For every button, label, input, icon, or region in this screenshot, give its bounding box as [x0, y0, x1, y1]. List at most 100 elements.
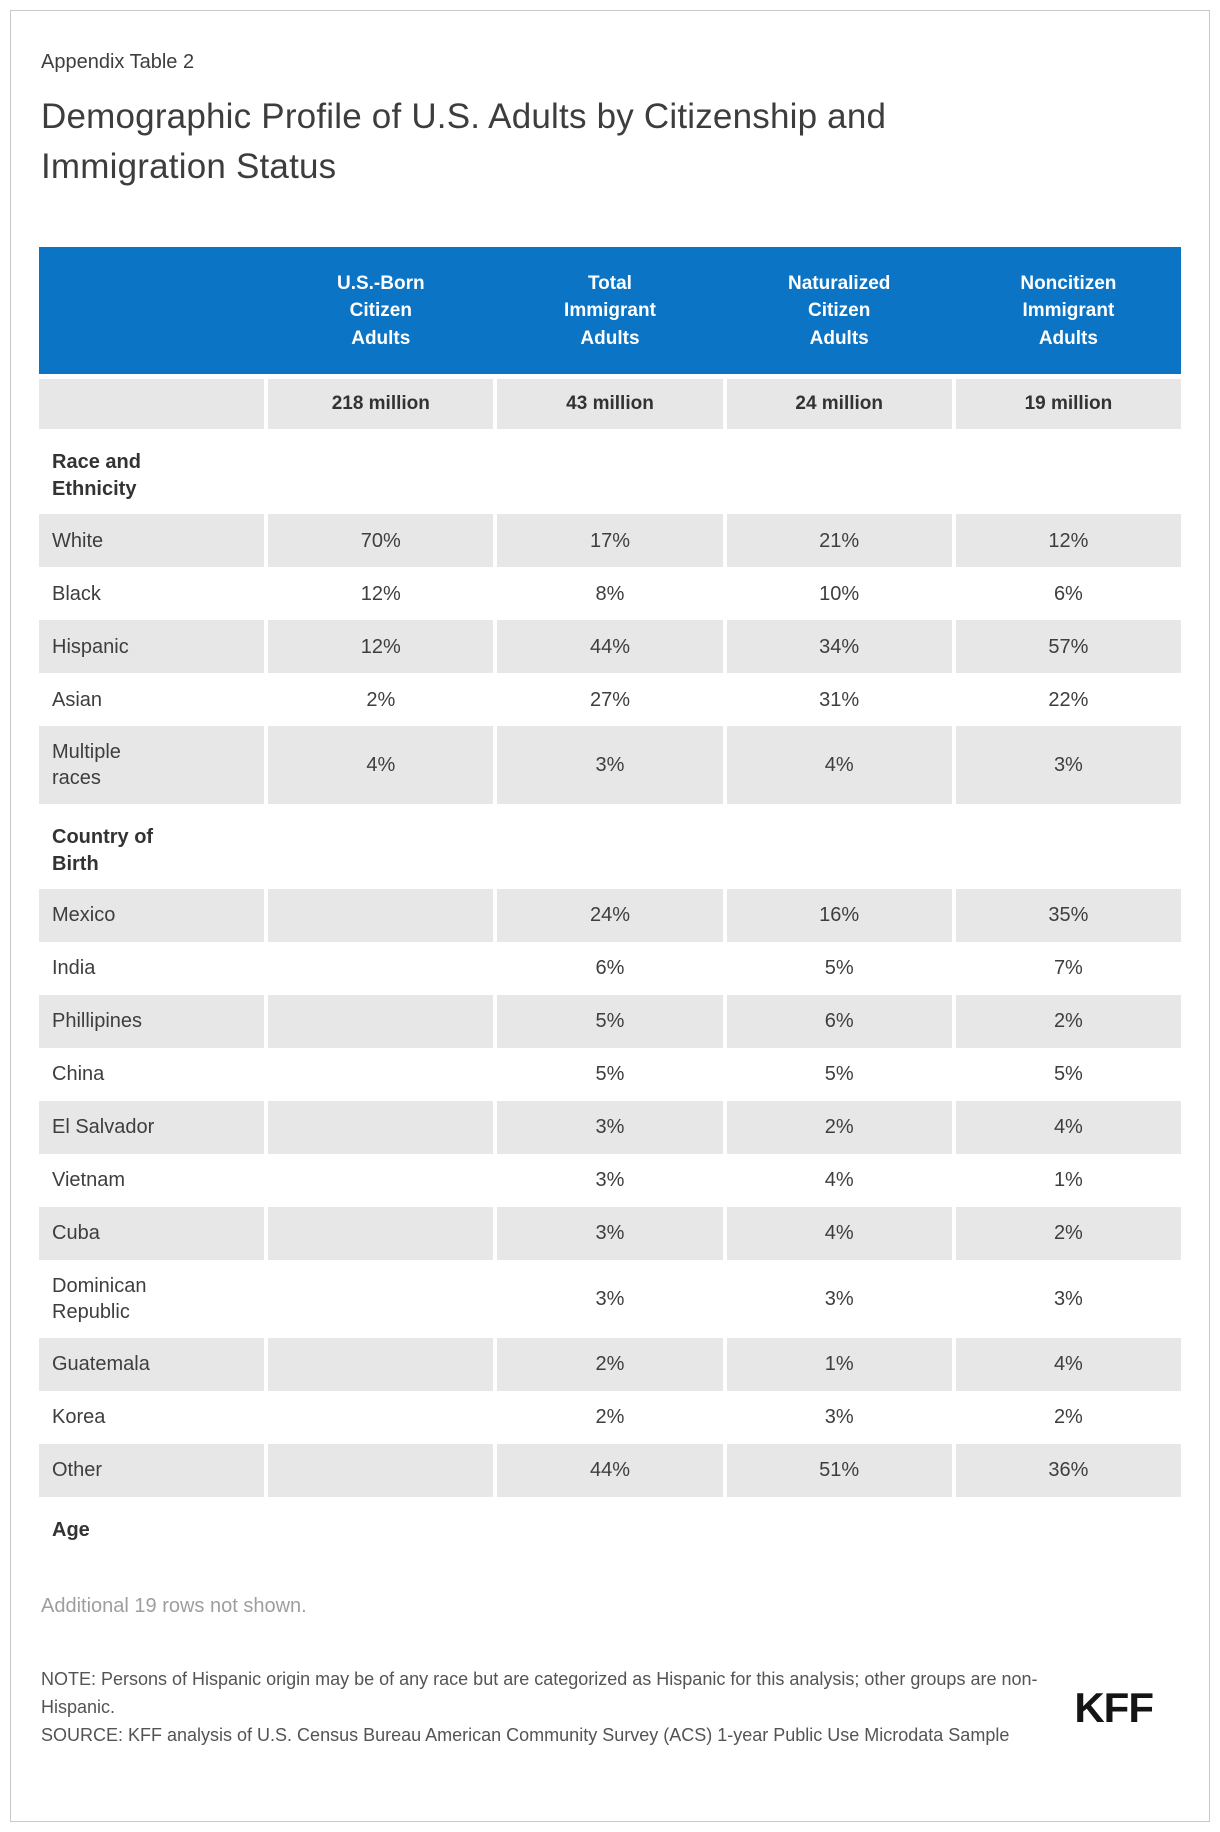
- column-header-label: Total Immigrant Adults: [564, 272, 656, 349]
- value-cell: 3%: [595, 1287, 625, 1310]
- value-cell: [268, 942, 493, 995]
- demographics-table: U.S.-Born Citizen Adults Total Immigrant…: [39, 247, 1181, 1555]
- value-cell: 2%: [1053, 1406, 1083, 1429]
- value-cell: 34%: [726, 620, 952, 674]
- table-row: Mexico 24% 16% 35%: [39, 888, 1181, 942]
- total-us-born: 218 million: [268, 379, 494, 430]
- value-cell: 21%: [726, 514, 952, 568]
- value-cell: 4%: [824, 1169, 854, 1192]
- row-label: Mexico: [39, 888, 265, 942]
- row-label: Asian: [39, 673, 264, 726]
- value-cell: 17%: [497, 514, 723, 568]
- table-row: India 6% 5% 7%: [39, 942, 1181, 995]
- column-header-us-born: U.S.-Born Citizen Adults: [268, 270, 493, 353]
- table-card: Appendix Table 2 Demographic Profile of …: [10, 10, 1210, 1822]
- value-cell: 5%: [824, 957, 854, 980]
- value-cell: 31%: [819, 688, 860, 711]
- value-cell: 6%: [726, 994, 952, 1048]
- value-cell: 70%: [268, 514, 494, 568]
- value-cell: 2%: [955, 1206, 1181, 1260]
- row-label-text: El Salvador: [52, 1116, 155, 1139]
- row-label-text: Phillipines: [52, 1010, 143, 1033]
- value-cell: 3%: [497, 1100, 723, 1154]
- value-cell: 12%: [268, 620, 494, 674]
- value-cell: [268, 1260, 493, 1338]
- column-header-label: Naturalized Citizen Adults: [787, 272, 891, 349]
- table-row: White 70% 17% 21% 12%: [39, 514, 1181, 568]
- value-cell: 4%: [955, 1337, 1181, 1391]
- total-noncitizen: 19 million: [955, 379, 1181, 430]
- table-row: El Salvador 3% 2% 4%: [39, 1100, 1181, 1154]
- row-label-text: Black: [52, 582, 101, 605]
- value-cell: 57%: [955, 620, 1181, 674]
- column-header-naturalized: Naturalized Citizen Adults: [727, 270, 952, 353]
- value-cell: 36%: [955, 1443, 1181, 1497]
- row-label: Phillipines: [39, 994, 265, 1048]
- row-label-text: Cuba: [52, 1222, 100, 1245]
- value-cell: 12%: [360, 582, 401, 605]
- value-cell: 4%: [726, 1206, 952, 1260]
- row-label-text: White: [52, 529, 104, 552]
- value-cell: 16%: [726, 888, 952, 942]
- value-cell: 2%: [595, 1406, 625, 1429]
- row-label: Guatemala: [39, 1337, 265, 1391]
- table-row: Korea 2% 3% 2%: [39, 1391, 1181, 1444]
- value-cell: [268, 1100, 494, 1154]
- table-header-row: U.S.-Born Citizen Adults Total Immigrant…: [39, 247, 1181, 375]
- value-cell: 2%: [726, 1100, 952, 1154]
- value-cell: 44%: [497, 620, 723, 674]
- section-header-row: Country of Birth: [39, 804, 1181, 889]
- value-cell: 3%: [824, 1406, 854, 1429]
- value-cell: 51%: [726, 1443, 952, 1497]
- value-cell: 5%: [595, 1063, 625, 1086]
- row-label-text: Multiple races: [52, 741, 121, 790]
- row-label-text: Other: [52, 1459, 103, 1482]
- value-cell: 2%: [497, 1337, 723, 1391]
- value-cell: 6%: [595, 957, 625, 980]
- value-cell: 4%: [726, 726, 952, 805]
- column-header-total-immigrant: Total Immigrant Adults: [497, 270, 722, 353]
- value-cell: 2%: [955, 994, 1181, 1048]
- table-totals-row: 218 million 43 million 24 million 19 mil…: [39, 379, 1181, 430]
- table-row: Asian 2% 27% 31% 22%: [39, 673, 1181, 726]
- value-cell: 5%: [497, 994, 723, 1048]
- table-row: Black 12% 8% 10% 6%: [39, 567, 1181, 620]
- page-title: Demographic Profile of U.S. Adults by Ci…: [41, 97, 887, 186]
- table-body: Race and Ethnicity White 70% 17% 21% 12% Black…: [39, 429, 1181, 1555]
- section-header: Country of Birth: [52, 826, 154, 875]
- value-cell: 5%: [824, 1063, 854, 1086]
- section-header: Age: [52, 1518, 90, 1541]
- footer: NOTE: Persons of Hispanic origin may be …: [39, 1666, 1181, 1750]
- value-cell: 1%: [726, 1337, 952, 1391]
- value-cell: 7%: [1053, 957, 1083, 980]
- row-label: Vietnam: [39, 1154, 264, 1207]
- value-cell: [268, 1337, 494, 1391]
- value-cell: 3%: [955, 726, 1181, 805]
- row-label: Korea: [39, 1391, 264, 1444]
- table-row: Hispanic 12% 44% 34% 57%: [39, 620, 1181, 674]
- table-row: Guatemala 2% 1% 4%: [39, 1337, 1181, 1391]
- section-header-row: Race and Ethnicity: [39, 429, 1181, 514]
- value-cell: 3%: [497, 726, 723, 805]
- table-row: Dominican Republic 3% 3% 3%: [39, 1260, 1181, 1338]
- row-label: Black: [39, 567, 264, 620]
- row-label-text: Vietnam: [52, 1169, 126, 1192]
- row-label-text: Guatemala: [52, 1353, 150, 1376]
- value-cell: 8%: [595, 582, 625, 605]
- row-label-text: India: [52, 957, 96, 980]
- value-cell: [268, 1048, 493, 1101]
- value-cell: 3%: [595, 1169, 625, 1192]
- row-label: Hispanic: [39, 620, 265, 674]
- value-cell: 44%: [497, 1443, 723, 1497]
- table-row: Cuba 3% 4% 2%: [39, 1206, 1181, 1260]
- column-header-noncitizen: Noncitizen Immigrant Adults: [956, 270, 1181, 353]
- value-cell: [268, 1206, 494, 1260]
- value-cell: [268, 1443, 494, 1497]
- total-naturalized: 24 million: [726, 379, 952, 430]
- value-cell: 5%: [1053, 1063, 1083, 1086]
- table-row: Multiple races 4% 3% 4% 3%: [39, 726, 1181, 805]
- appendix-label: Appendix Table 2: [41, 51, 195, 73]
- table-row: Vietnam 3% 4% 1%: [39, 1154, 1181, 1207]
- footer-notes: NOTE: Persons of Hispanic origin may be …: [41, 1666, 1061, 1750]
- total-immigrant: 43 million: [497, 379, 723, 430]
